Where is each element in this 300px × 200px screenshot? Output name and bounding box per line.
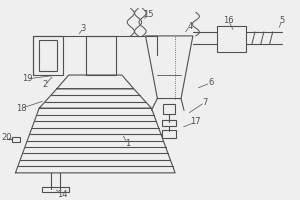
Bar — [163, 104, 175, 114]
Text: 2: 2 — [42, 80, 48, 89]
Text: 6: 6 — [208, 78, 213, 87]
Text: 5: 5 — [279, 16, 284, 25]
Bar — [13, 137, 20, 142]
Text: 1: 1 — [125, 139, 130, 148]
Bar — [42, 187, 69, 192]
Bar — [39, 40, 57, 71]
Text: 3: 3 — [81, 24, 86, 33]
Polygon shape — [146, 36, 193, 99]
Text: 20: 20 — [1, 133, 12, 142]
Text: 14: 14 — [58, 190, 68, 199]
Text: 4: 4 — [187, 22, 193, 31]
Bar — [161, 130, 176, 138]
Text: 16: 16 — [223, 16, 234, 25]
Text: 17: 17 — [190, 117, 201, 126]
Bar — [86, 36, 116, 75]
Bar — [161, 120, 176, 126]
Text: 15: 15 — [143, 10, 154, 19]
Bar — [33, 36, 63, 75]
Bar — [217, 26, 246, 52]
Text: 7: 7 — [202, 98, 207, 107]
Text: 19: 19 — [22, 74, 32, 83]
Text: 18: 18 — [16, 104, 27, 113]
